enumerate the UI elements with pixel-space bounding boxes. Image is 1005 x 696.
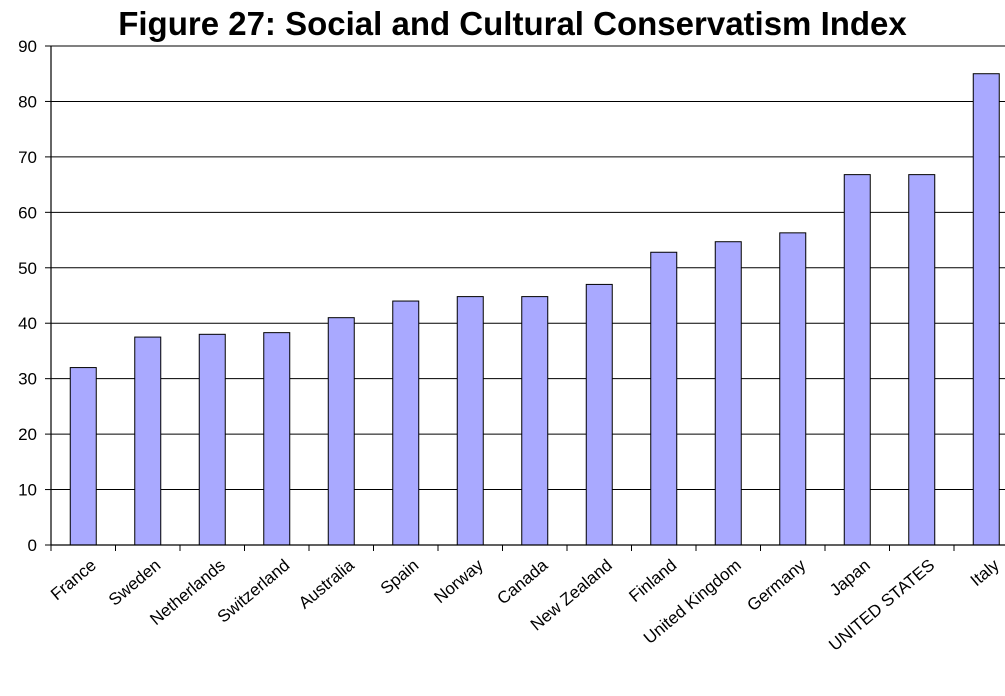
chart-title: Figure 27: Social and Cultural Conservat… [118,5,907,42]
x-category-label: Canada [493,555,551,608]
y-tick-label: 0 [28,536,37,555]
x-category-label: Australia [295,555,358,612]
bar-united-kingdom [714,241,742,546]
bar-australia [327,317,355,546]
y-tick-label: 90 [18,37,37,56]
y-tick-label: 80 [18,92,37,111]
y-tick-label: 30 [18,370,37,389]
x-category-label: Germany [744,555,810,615]
bar-france [69,367,97,546]
x-category-label: Finland [625,556,680,606]
x-category-label: Sweden [105,556,164,610]
y-tick-label: 60 [18,203,37,222]
bar-japan [843,174,871,546]
y-tick-labels: 0 10 20 30 40 50 60 70 80 90 [18,37,37,555]
bar-new-zealand [585,283,613,546]
bar-switzerland [263,332,291,546]
x-category-label: Spain [377,556,423,599]
axes [45,45,1005,551]
y-tick-label: 20 [18,425,37,444]
y-tick-label: 40 [18,314,37,333]
bar-united-states [908,174,936,546]
x-category-label: Norway [430,555,487,607]
bar-italy [972,73,1000,546]
x-category-label: Italy [967,555,1003,590]
y-tick-label: 70 [18,148,37,167]
bar-canada [521,296,549,546]
bar-norway [456,296,484,546]
bar-finland [650,251,678,546]
bars [69,73,1000,546]
x-category-label: Switzerland [214,556,294,627]
y-tick-label: 10 [18,481,37,500]
x-category-label: France [47,556,100,605]
x-category-label: Japan [826,556,874,600]
bar-sweden [134,336,162,546]
bar-netherlands [198,333,226,546]
bar-germany [779,232,807,546]
x-category-label: UNITED STATES [825,556,938,655]
bar-spain [392,300,420,546]
y-tick-label: 50 [18,259,37,278]
